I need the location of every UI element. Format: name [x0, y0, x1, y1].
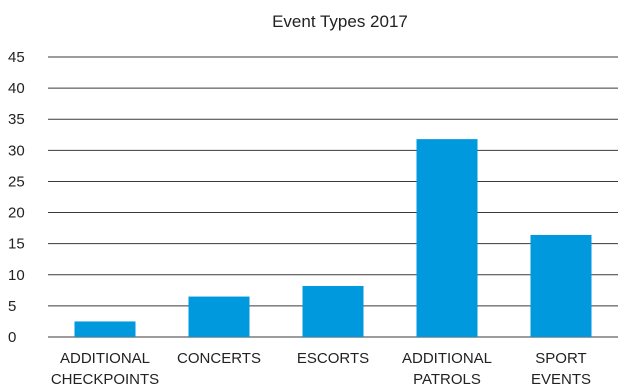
bar	[188, 296, 250, 337]
x-tick-label: SPORT	[535, 350, 586, 367]
x-tick-label: CHECKPOINTS	[51, 371, 159, 388]
y-tick-label: 15	[8, 236, 25, 253]
x-tick-label: ESCORTS	[297, 350, 369, 367]
chart-title: Event Types 2017	[272, 12, 408, 31]
x-tick-label: EVENTS	[531, 371, 591, 388]
bar	[416, 139, 478, 337]
y-tick-label: 40	[8, 80, 25, 97]
y-tick-label: 45	[8, 49, 25, 66]
y-axis-ticks: 0 5 10 15 20 25 30 35 40 45	[8, 49, 25, 346]
bars	[74, 139, 592, 337]
y-tick-label: 0	[8, 329, 16, 346]
y-tick-label: 5	[8, 298, 16, 315]
x-axis-ticks: ADDITIONAL CHECKPOINTS CONCERTS ESCORTS ADDI…	[51, 350, 591, 388]
bar	[302, 285, 364, 337]
x-tick-label: ADDITIONAL	[60, 350, 150, 367]
y-tick-label: 30	[8, 142, 25, 159]
y-tick-label: 25	[8, 173, 25, 190]
y-tick-label: 20	[8, 205, 25, 222]
gridlines	[48, 56, 618, 338]
x-tick-label: ADDITIONAL	[402, 350, 492, 367]
y-tick-label: 35	[8, 111, 25, 128]
bar	[74, 321, 136, 337]
bar	[530, 234, 592, 337]
x-tick-label: PATROLS	[413, 371, 481, 388]
x-tick-label: CONCERTS	[177, 350, 261, 367]
y-tick-label: 10	[8, 267, 25, 284]
